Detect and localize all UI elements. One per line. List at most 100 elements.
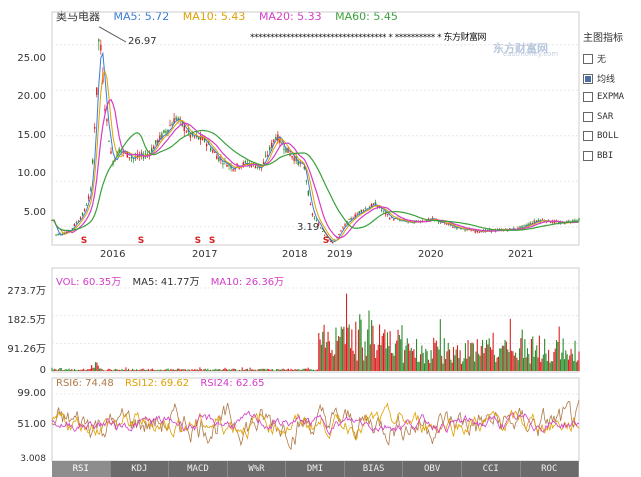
candle-body <box>118 148 120 153</box>
candle-body <box>232 169 234 171</box>
candle-body <box>338 234 340 235</box>
checkbox-icon[interactable] <box>583 131 593 141</box>
candle-body <box>309 204 312 205</box>
checkbox-icon[interactable] <box>583 92 593 102</box>
candle-body <box>303 166 306 169</box>
candle-body <box>273 139 275 142</box>
indicator-option-none[interactable]: 无 <box>583 52 606 65</box>
tab-wr[interactable]: W%R <box>228 461 287 477</box>
checkbox-checked-icon[interactable] <box>583 73 593 84</box>
price-tick: 20.00 <box>17 91 46 102</box>
low-annotation-line <box>321 227 334 244</box>
candle-body <box>464 229 466 231</box>
candle-body <box>319 227 322 229</box>
tab-rsi[interactable]: RSI <box>52 461 111 477</box>
candle-body <box>106 119 108 122</box>
candle-body <box>305 180 308 182</box>
candle-body <box>415 220 417 222</box>
rsi-tick: 3.008 <box>20 454 46 464</box>
indicator-option-bbi[interactable]: BBI <box>583 151 613 161</box>
watermark-text: ********************************** * ***… <box>250 33 486 43</box>
tab-cci[interactable]: CCI <box>462 461 521 477</box>
candle-body <box>85 205 88 206</box>
signal-marker: S <box>209 236 215 246</box>
candle-body <box>317 223 320 226</box>
candle-body <box>134 156 137 158</box>
candle-body <box>443 223 446 225</box>
volume-tick: 182.5万 <box>7 315 46 326</box>
candle-body <box>203 137 206 142</box>
candle-body <box>380 209 383 211</box>
candle-body <box>393 219 395 221</box>
candle-body <box>348 219 350 220</box>
indicator-option-ma[interactable]: 均线 <box>583 72 615 85</box>
candle-body <box>478 231 481 233</box>
candle-body <box>230 165 232 169</box>
tab-dmi[interactable]: DMI <box>286 461 345 477</box>
candle-body <box>153 146 155 149</box>
candle-body <box>271 142 273 148</box>
candle-body <box>474 231 476 233</box>
indicator-panel-title: 主图指标 <box>583 33 623 44</box>
price-tick: 5.00 <box>23 207 46 218</box>
checkbox-icon[interactable] <box>583 151 593 161</box>
indicator-option-boll[interactable]: BOLL <box>583 131 619 141</box>
signal-marker: S <box>323 236 329 246</box>
time-tick: 2016 <box>100 249 126 260</box>
candle-body <box>142 155 145 159</box>
candle-body <box>187 129 190 132</box>
tab-obv[interactable]: OBV <box>403 461 462 477</box>
candle-body <box>336 237 338 239</box>
candle-body <box>470 230 472 232</box>
option-label: 均线 <box>597 75 616 85</box>
candle-body <box>446 223 448 225</box>
candle-body <box>159 135 161 141</box>
candle-body <box>189 134 192 138</box>
indicator-option-expma[interactable]: EXPMA <box>583 92 624 102</box>
time-tick: 2017 <box>192 249 218 260</box>
option-label: BOLL <box>597 131 619 141</box>
indicator-tabs: RSI KDJ MACD W%R DMI BIAS OBV CCI ROC <box>52 461 580 477</box>
candle-body <box>197 137 200 140</box>
checkbox-icon[interactable] <box>583 112 593 122</box>
candle-body <box>91 159 94 164</box>
rsi-tick: 51.00 <box>17 419 46 430</box>
candle-body <box>185 131 188 133</box>
candle-body <box>521 225 523 227</box>
candle-body <box>163 130 165 133</box>
candle-body <box>370 204 373 207</box>
option-label: EXPMA <box>597 92 625 102</box>
candle-body <box>533 220 535 223</box>
candle-body <box>96 87 98 95</box>
candle-body <box>330 241 332 242</box>
checkbox-icon[interactable] <box>583 53 593 64</box>
tab-macd[interactable]: MACD <box>169 461 228 477</box>
candle-body <box>387 214 389 216</box>
candle-body <box>574 220 576 222</box>
ma60-line <box>51 129 580 232</box>
candle-body <box>452 227 454 228</box>
candle-body <box>269 146 271 151</box>
candle-body <box>218 157 220 162</box>
tab-kdj[interactable]: KDJ <box>111 461 170 477</box>
candle-body <box>266 155 269 156</box>
candle-body <box>323 234 326 236</box>
tab-roc[interactable]: ROC <box>521 461 580 477</box>
tab-bias[interactable]: BIAS <box>345 461 404 477</box>
candle-body <box>205 143 208 147</box>
candle-body <box>193 136 196 138</box>
signal-marker: S <box>138 236 144 246</box>
signal-marker: S <box>81 236 87 246</box>
candle-body <box>519 226 521 229</box>
candle-body <box>144 153 147 156</box>
time-tick: 2021 <box>508 249 534 260</box>
candle-body <box>535 220 537 222</box>
indicator-option-sar[interactable]: SAR <box>583 112 613 122</box>
candle-body <box>167 129 169 133</box>
candle-body <box>173 118 175 124</box>
candle-body <box>87 196 90 199</box>
candle-body <box>210 148 212 151</box>
candle-body <box>439 222 442 224</box>
candle-body <box>65 232 67 233</box>
